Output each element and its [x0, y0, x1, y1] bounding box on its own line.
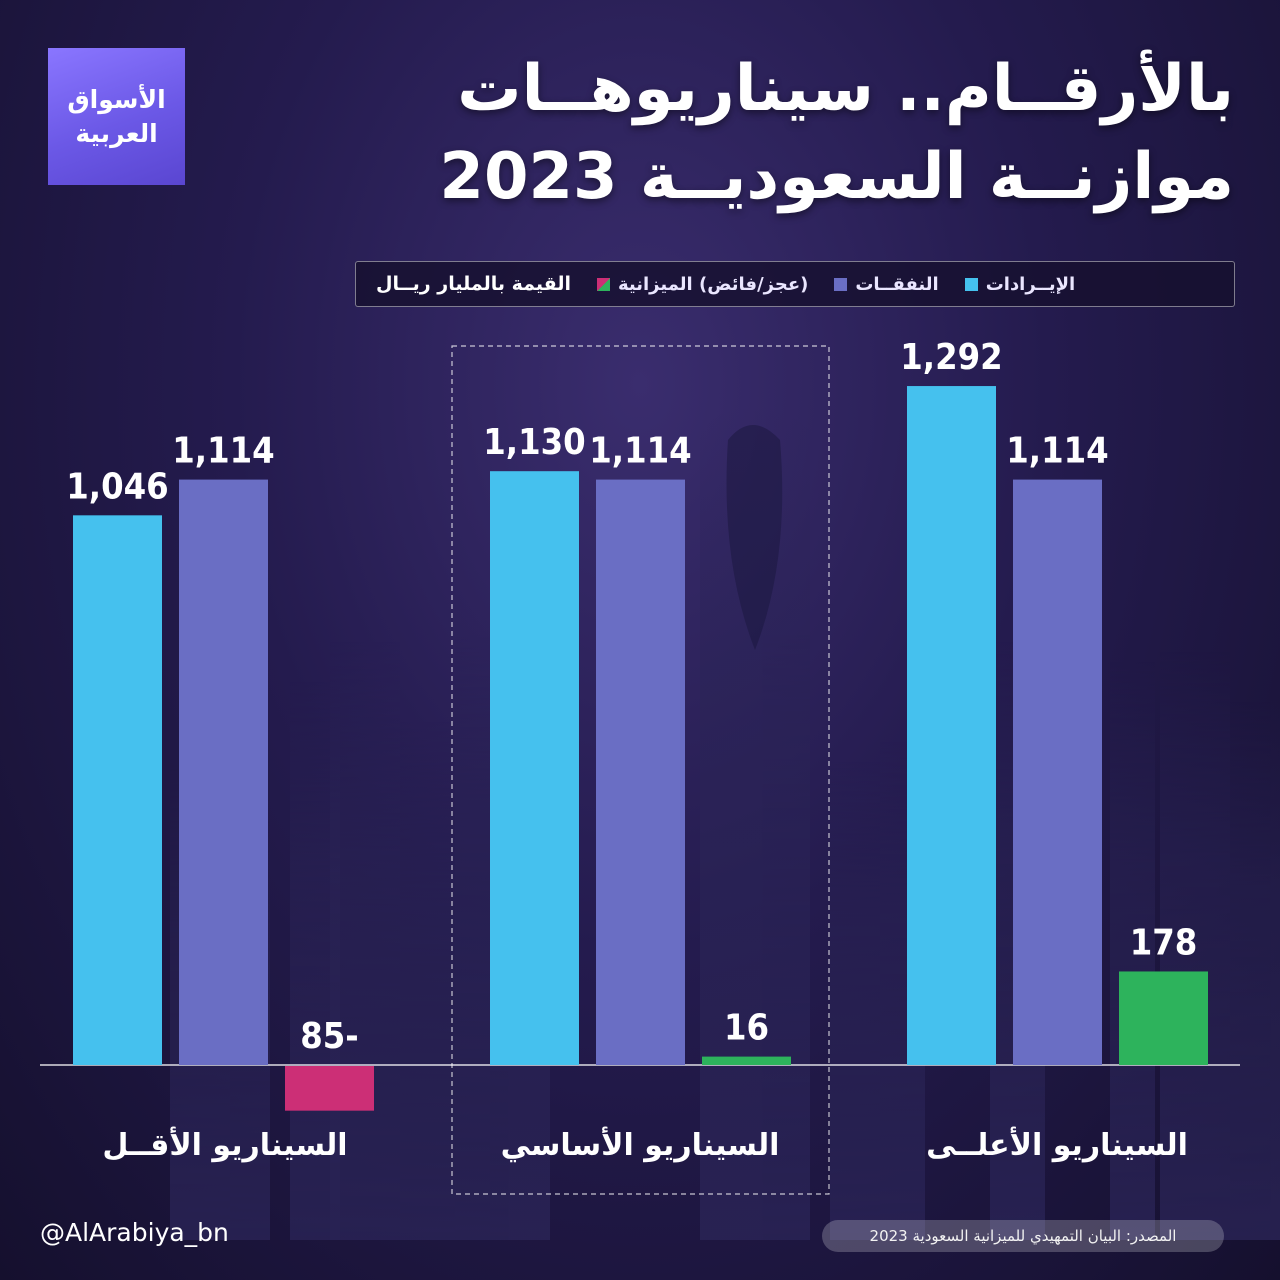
logo-line1: الأسواق: [67, 84, 166, 114]
legend-swatch-revenue: [964, 277, 978, 291]
legend-swatch-expenses: [834, 277, 848, 291]
bar-expenses-base: [596, 479, 685, 1065]
bar-balance-base: [702, 1056, 791, 1065]
category-label-base: السيناريو الأساسي: [501, 1126, 780, 1163]
legend-label-revenue: الإيــرادات: [985, 273, 1076, 295]
bar-label-revenue-high: 1,292: [900, 337, 1002, 378]
bar-revenue-low: [73, 515, 162, 1065]
bar-balance-low: [285, 1066, 374, 1111]
bar-revenue-high: [907, 386, 996, 1066]
bar-label-balance-low: 85-: [300, 1016, 359, 1057]
page-title-line1: بالأرقــام.. سيناريوهــات: [457, 52, 1234, 126]
bar-label-balance-base: 16: [724, 1008, 769, 1049]
bar-expenses-low: [179, 479, 268, 1065]
legend-unit-label: القيمة بالمليار ريــال: [376, 273, 571, 295]
category-label-low: السيناريو الأقــل: [102, 1126, 347, 1163]
logo-line2: العربية: [75, 118, 158, 148]
bar-label-expenses-low: 1,114: [172, 431, 274, 472]
legend-label-expenses: النفقــات: [855, 273, 939, 295]
category-label-high: السيناريو الأعلــى: [926, 1126, 1188, 1163]
bar-revenue-base: [490, 471, 579, 1065]
bar-label-expenses-base: 1,114: [589, 431, 691, 472]
bar-label-revenue-low: 1,046: [66, 466, 168, 507]
bar-label-expenses-high: 1,114: [1006, 431, 1108, 472]
bar-label-revenue-base: 1,130: [483, 422, 585, 463]
bar-balance-high: [1119, 971, 1208, 1065]
legend-item-expenses: النفقــات: [834, 273, 939, 295]
legend-swatch-balance: [596, 277, 610, 291]
legend-label-balance: (عجز/فائض) الميزانية: [617, 273, 809, 295]
social-handle: @AlArabiya_bn: [40, 1218, 229, 1247]
bar-label-balance-high: 178: [1130, 922, 1198, 963]
bar-expenses-high: [1013, 479, 1102, 1065]
chart-legend: القيمة بالمليار ريــال (عجز/فائض) الميزا…: [355, 261, 1235, 307]
legend-item-revenue: الإيــرادات: [964, 273, 1076, 295]
legend-item-balance: (عجز/فائض) الميزانية: [596, 273, 809, 295]
highlight-frame-base: [451, 345, 830, 1195]
page-title-line2: موازنــة السعوديــة 2023: [439, 140, 1234, 214]
source-note: المصدر: البيان التمهيدي للميزانية السعود…: [822, 1220, 1224, 1252]
brand-logo: الأسواق العربية: [48, 48, 185, 185]
